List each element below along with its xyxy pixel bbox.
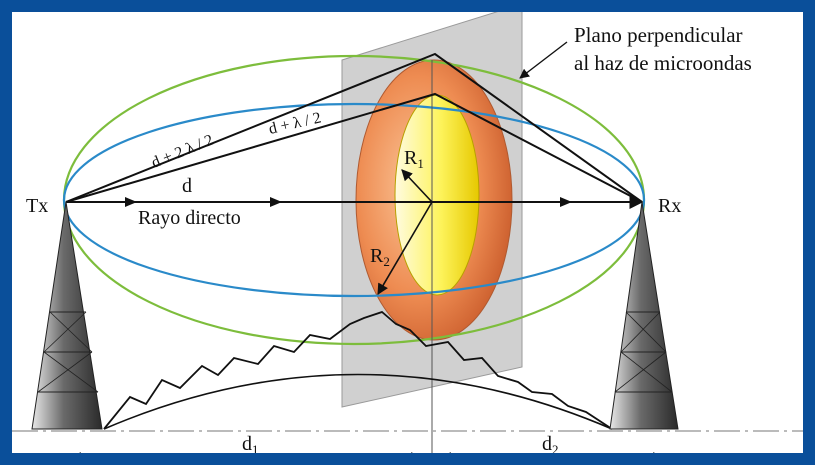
plane-label-pointer (519, 41, 568, 79)
rx-tower (609, 201, 679, 430)
earth-curvature (103, 373, 613, 430)
path-two-lambda-half-label: d + 2 λ / 2 (149, 132, 216, 172)
plane-label-line1: Plano perpendicular (574, 23, 743, 47)
direct-ray-arrow-3 (560, 197, 572, 207)
d1-label: d1 (242, 433, 259, 453)
ray-path-1 (65, 92, 643, 203)
radius-r1 (401, 169, 433, 203)
tx-tower (31, 201, 103, 430)
ellipse-inner (62, 102, 646, 298)
diagram-canvas: Tx Rx d Rayo directo d + λ / 2 d + 2 λ /… (12, 12, 803, 453)
r1-label: R1 (404, 147, 424, 171)
ray-path-2 (65, 52, 643, 203)
direct-ray-label: Rayo directo (138, 207, 241, 229)
terrain-profile (103, 310, 613, 430)
tx-label: Tx (26, 195, 48, 217)
direct-ray-arrow-1 (125, 197, 137, 207)
radius-r2 (377, 201, 433, 295)
d2-label: d2 (542, 433, 559, 453)
path-lambda-half-label: d + λ / 2 (267, 109, 323, 138)
fresnel-zone-1 (394, 94, 480, 296)
r2-label: R2 (370, 245, 390, 269)
rx-label: Rx (658, 195, 681, 217)
plane-label-line2: al haz de microondas (574, 51, 752, 75)
fresnel-zone-diagram: Tx Rx d Rayo directo d + λ / 2 d + 2 λ /… (12, 12, 803, 453)
distance-d-label: d (182, 175, 192, 197)
direct-ray-arrow-2 (270, 197, 282, 207)
